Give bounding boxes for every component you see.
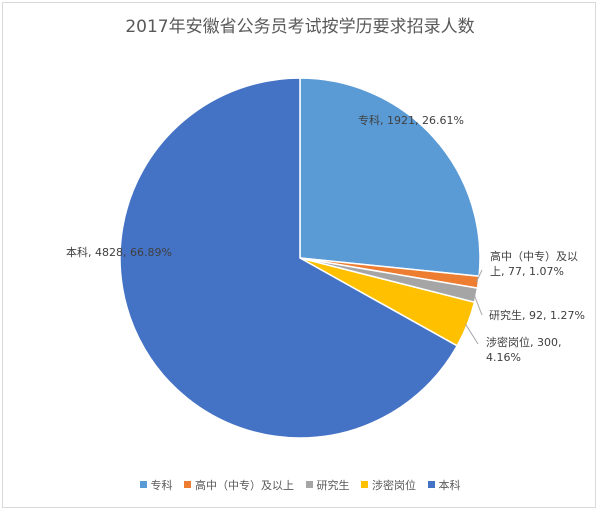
legend-label: 本科	[438, 479, 461, 492]
legend-swatch	[305, 481, 313, 488]
label-涉密岗位-line1: 涉密岗位, 300,	[486, 336, 562, 349]
leader-line-高中（中专）及以上	[475, 269, 483, 283]
legend-label: 高中（中专）及以上	[195, 479, 294, 492]
legend-item-研究生: 研究生	[305, 477, 350, 493]
label-本科: 本科, 4828, 66.89%	[66, 246, 172, 259]
legend-item-高中及以上: 高中（中专）及以上	[184, 477, 294, 493]
legend-swatch	[139, 481, 147, 488]
label-涉密岗位-line2: 4.16%	[486, 351, 521, 364]
legend-label: 涉密岗位	[372, 479, 416, 492]
legend-item-涉密岗位: 涉密岗位	[361, 477, 416, 493]
legend: 专科 高中（中专）及以上 研究生 涉密岗位 本科	[0, 477, 600, 493]
pie-slice-本科	[119, 77, 459, 439]
label-高中及以上-line2: 上, 77, 1.07%	[490, 265, 564, 278]
pie-slice-专科	[299, 77, 481, 278]
legend-item-专科: 专科	[139, 477, 173, 493]
chart-title: 2017年安徽省公务员考试按学历要求招录人数	[125, 17, 475, 37]
leader-line-涉密岗位	[464, 323, 479, 345]
legend-swatch	[184, 481, 191, 488]
legend-swatch	[427, 481, 435, 488]
legend-item-本科: 本科	[427, 477, 461, 493]
legend-label: 专科	[150, 479, 173, 492]
legend-swatch	[361, 481, 368, 488]
legend-label: 研究生	[316, 479, 350, 492]
label-专科: 专科, 1921, 26.61%	[358, 114, 464, 127]
label-高中及以上-line1: 高中（中专）及以	[490, 250, 578, 263]
label-研究生: 研究生, 92, 1.27%	[489, 309, 585, 322]
leader-line-研究生	[473, 294, 483, 316]
